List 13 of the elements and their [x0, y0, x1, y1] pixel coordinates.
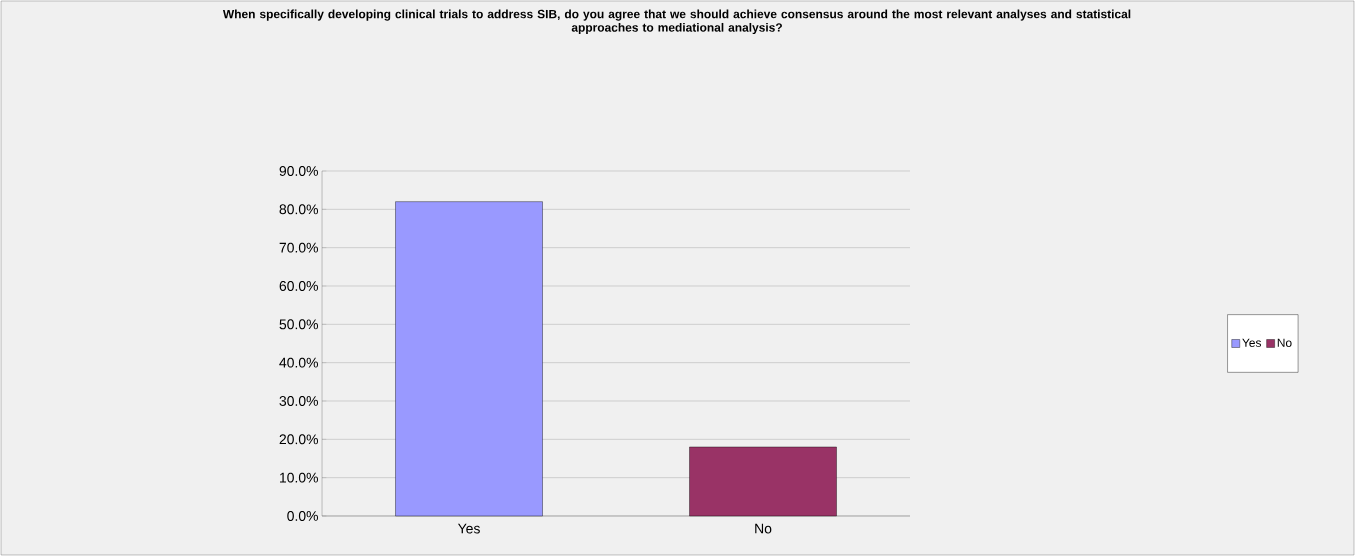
- y-tick-label: 20.0%: [279, 434, 318, 445]
- chart-title: When specifically developing clinical trials to address SIB, do you agree that we should achieve consensus around the most relevant analyses and statistical approaches to mediational analysis?: [222, 9, 1131, 35]
- y-tick-label: 80.0%: [279, 204, 318, 215]
- y-tick-label: 60.0%: [279, 281, 318, 291]
- y-tick-label: 10.0%: [280, 472, 318, 483]
- y-tick-label: 40.0%: [279, 357, 318, 368]
- y-tick-label: 50.0%: [279, 319, 318, 330]
- legend-label: Yes: [1242, 338, 1262, 347]
- legend-label: No: [1277, 338, 1292, 347]
- y-tick-label: 30.0%: [279, 396, 318, 406]
- y-tick-label: 70.0%: [279, 242, 318, 253]
- y-tick-label: 90.0%: [279, 166, 318, 176]
- y-tick-label: 0.0%: [287, 511, 318, 521]
